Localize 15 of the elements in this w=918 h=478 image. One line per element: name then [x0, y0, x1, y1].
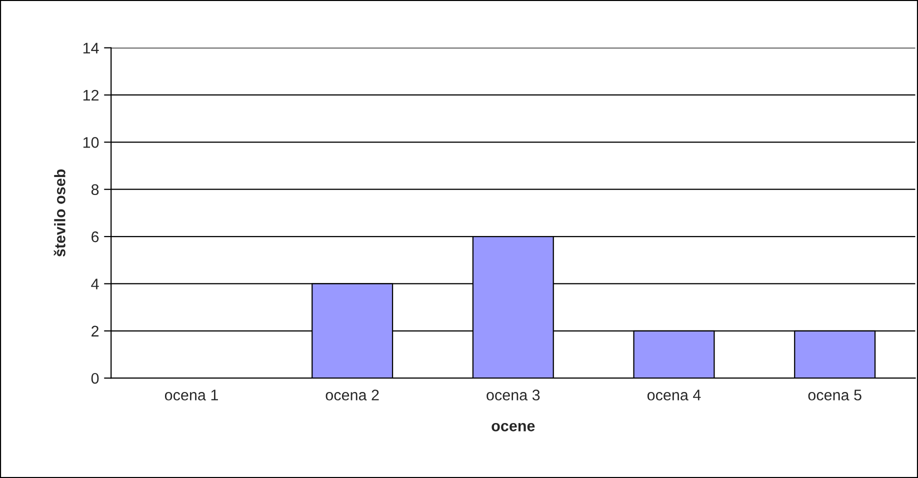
y-tick-label: 14 [83, 42, 99, 54]
y-tick-label: 2 [92, 326, 99, 336]
y-tick-label: 10 [83, 137, 99, 148]
y-tick-label: 8 [91, 184, 99, 196]
x-tick-label: ocena 3 [486, 390, 540, 400]
y-tick-label: 4 [91, 278, 99, 290]
x-tick-label: ocena 4 [647, 390, 701, 400]
y-tick-label: 12 [83, 90, 99, 101]
x-axis-title: ocene [492, 422, 535, 432]
x-tick-label: ocena 1 [164, 390, 218, 400]
x-tick-label: ocena 5 [808, 390, 862, 400]
y-tick-label: 0 [91, 372, 99, 384]
x-tick-label: ocena 2 [326, 390, 379, 400]
y-axis-title: število oseb [54, 169, 66, 257]
y-tick-label: 6 [92, 231, 99, 242]
